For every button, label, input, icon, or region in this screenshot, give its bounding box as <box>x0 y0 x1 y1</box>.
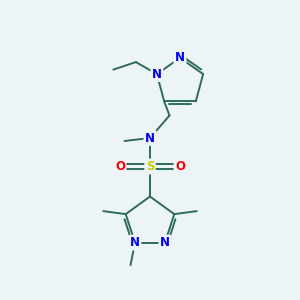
Text: N: N <box>152 68 162 81</box>
Text: O: O <box>175 160 185 173</box>
Text: S: S <box>146 160 154 173</box>
Text: O: O <box>115 160 125 173</box>
Text: N: N <box>160 236 170 249</box>
Text: N: N <box>175 51 185 64</box>
Text: N: N <box>130 236 140 249</box>
Text: N: N <box>145 131 155 145</box>
